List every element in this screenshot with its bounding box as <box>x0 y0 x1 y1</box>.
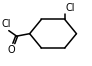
Text: O: O <box>8 45 15 55</box>
Text: Cl: Cl <box>66 3 75 13</box>
Text: Cl: Cl <box>2 19 11 29</box>
